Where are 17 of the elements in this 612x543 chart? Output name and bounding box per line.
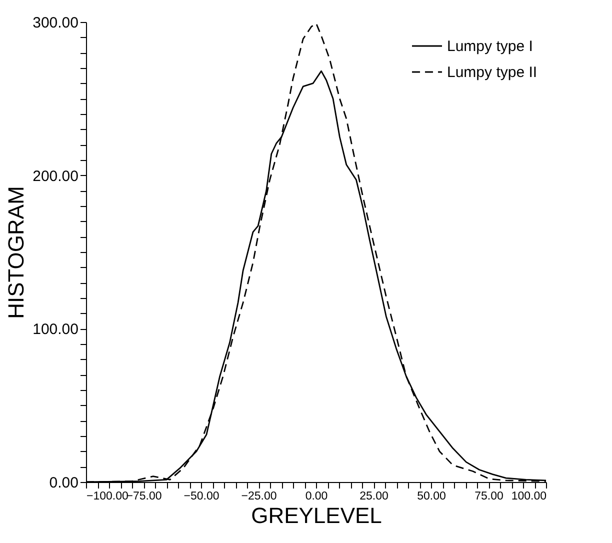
x-tick-label: 100.00 <box>511 490 546 502</box>
y-tick-label: 0.00 <box>49 474 78 492</box>
y-tick-label: 100.00 <box>32 321 78 338</box>
x-tick-label: 25.00 <box>360 490 388 502</box>
x-axis-title: GREYLEVEL <box>251 503 382 528</box>
y-tick-label: 200.00 <box>32 168 78 185</box>
x-tick-label: 50.00 <box>417 490 446 502</box>
x-tick-label: −100.00 <box>86 490 128 502</box>
x-tick-label: −75.00 <box>126 490 162 502</box>
y-tick-label: 300.00 <box>32 14 78 32</box>
y-axis-title: HISTOGRAM <box>4 186 29 319</box>
x-tick-label: 75.00 <box>474 490 504 502</box>
legend-label: Lumpy type II <box>447 64 538 81</box>
x-tick-label: −50.00 <box>184 490 220 502</box>
legend-label: Lumpy type I <box>447 38 533 55</box>
x-tick-label: −25.00 <box>241 490 277 502</box>
x-tick-label: 0.00 <box>305 490 328 502</box>
